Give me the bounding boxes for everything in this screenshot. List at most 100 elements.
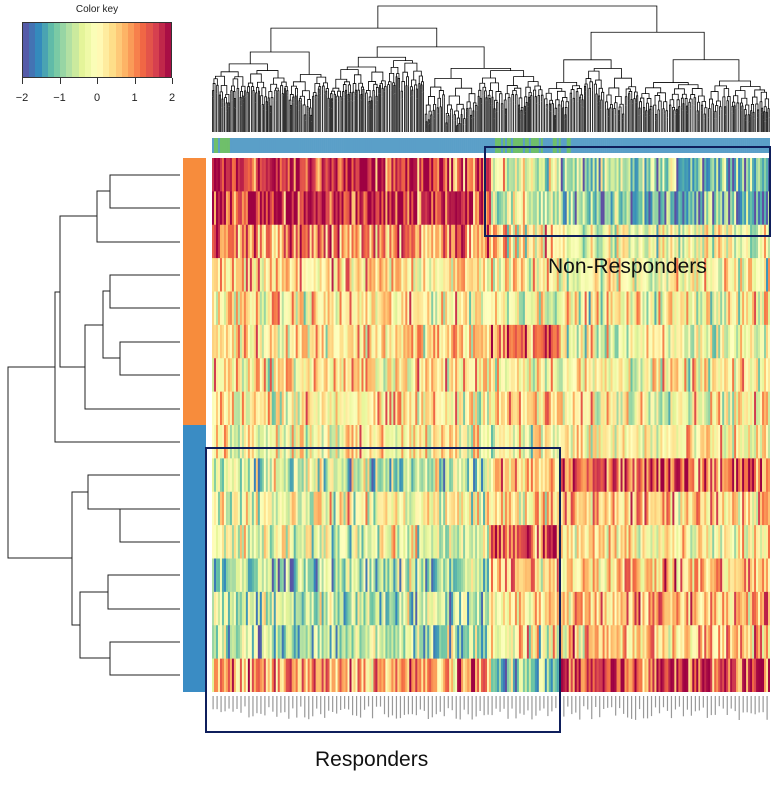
heatmap-cell xyxy=(275,391,279,426)
heatmap-cell xyxy=(508,291,512,326)
heatmap-cell xyxy=(397,425,400,459)
heatmap-cell xyxy=(652,191,655,226)
dendrogram-branch xyxy=(671,93,679,100)
heatmap-cell xyxy=(602,391,605,426)
heatmap-cell xyxy=(652,558,655,593)
heatmap-cell xyxy=(588,291,591,326)
heatmap-cell xyxy=(534,425,538,459)
dendrogram-branch xyxy=(273,77,285,85)
dendrogram-branch xyxy=(346,66,377,73)
heatmap-cell xyxy=(363,425,366,459)
heatmap-cell xyxy=(546,425,550,459)
heatmap-cell xyxy=(756,258,759,292)
heatmap-cell xyxy=(401,391,404,426)
heatmap-cell xyxy=(498,224,502,259)
heatmap-cell xyxy=(730,391,733,426)
heatmap-cell xyxy=(720,491,723,526)
heatmap-cell xyxy=(720,224,723,259)
heatmap-cell xyxy=(522,324,526,359)
heatmap-cell xyxy=(644,158,647,192)
column-side-color-cell xyxy=(736,138,739,153)
heatmap-cell xyxy=(419,324,422,359)
heatmap-cell xyxy=(281,258,285,292)
dendrogram-branch xyxy=(540,94,544,102)
heatmap-cell xyxy=(387,391,390,426)
heatmap-cell xyxy=(351,224,354,259)
heatmap-cell xyxy=(471,391,474,426)
heatmap-cell xyxy=(293,358,296,392)
heatmap-cell xyxy=(363,258,366,292)
dendrogram-branch xyxy=(700,104,704,114)
heatmap-cell xyxy=(686,558,689,593)
heatmap-cell xyxy=(492,525,496,559)
column-side-color-cell xyxy=(712,138,715,153)
heatmap-cell xyxy=(267,591,271,626)
heatmap-cell xyxy=(435,258,438,292)
column-side-color-cell xyxy=(247,138,251,153)
heatmap-cell xyxy=(632,291,635,326)
heatmap-cell xyxy=(748,558,751,593)
color-key-swatch xyxy=(109,23,116,77)
heatmap-cell xyxy=(660,358,663,392)
heatmap-cell xyxy=(291,558,294,593)
heatmap-cell xyxy=(508,591,512,626)
heatmap-cell xyxy=(391,224,394,259)
heatmap-cell xyxy=(371,358,374,392)
heatmap-cell xyxy=(441,291,444,326)
heatmap-cell xyxy=(295,324,298,359)
heatmap-cell xyxy=(309,324,312,359)
heatmap-cell xyxy=(273,158,277,192)
heatmap-cell xyxy=(369,358,372,392)
heatmap-cell xyxy=(413,591,416,626)
heatmap-cell xyxy=(353,324,356,359)
heatmap-cell xyxy=(247,491,251,526)
column-side-color-cell xyxy=(375,138,378,153)
color-key-swatch xyxy=(72,23,79,77)
heatmap-cell xyxy=(441,525,444,559)
color-key-tick-mark xyxy=(134,78,136,84)
heatmap-cell xyxy=(357,591,360,626)
heatmap-cell xyxy=(227,324,231,359)
column-side-color-cell xyxy=(265,138,269,153)
heatmap-cell xyxy=(419,491,422,526)
heatmap-cell xyxy=(481,491,484,526)
heatmap-cell xyxy=(363,291,366,326)
dendrogram-branch xyxy=(270,97,274,107)
heatmap-cell xyxy=(650,491,653,526)
heatmap-cell xyxy=(411,191,414,226)
heatmap-cell xyxy=(554,591,558,626)
heatmap-cell xyxy=(624,558,627,593)
heatmap-cell xyxy=(277,324,281,359)
heatmap-cell xyxy=(425,291,428,326)
heatmap-cell xyxy=(556,591,560,626)
heatmap-cell xyxy=(642,291,645,326)
heatmap-cell xyxy=(327,391,330,426)
heatmap-cell xyxy=(692,158,695,192)
dendrogram-branch xyxy=(240,90,244,98)
heatmap-cell xyxy=(311,491,314,526)
heatmap-cell xyxy=(680,158,683,192)
heatmap-cell xyxy=(465,525,468,559)
heatmap-cell xyxy=(219,358,223,392)
heatmap-cell xyxy=(379,324,382,359)
heatmap-cell xyxy=(365,558,368,593)
heatmap-cell xyxy=(622,324,625,359)
heatmap-cell xyxy=(544,191,548,226)
heatmap-cell xyxy=(465,324,468,359)
heatmap-cell xyxy=(672,458,675,493)
heatmap-cell xyxy=(666,558,669,593)
heatmap-cell xyxy=(684,158,687,192)
heatmap-cell xyxy=(710,491,713,526)
heatmap-cell xyxy=(427,591,430,626)
heatmap-cell xyxy=(544,591,548,626)
heatmap-cell xyxy=(520,324,524,359)
heatmap-cell xyxy=(582,258,585,292)
heatmap-cell xyxy=(237,558,241,593)
heatmap-cell xyxy=(626,358,629,392)
heatmap-cell xyxy=(315,591,318,626)
heatmap-cell xyxy=(712,458,715,493)
heatmap-cell xyxy=(624,224,627,259)
heatmap-cell xyxy=(265,425,269,459)
heatmap-cell xyxy=(574,291,577,326)
dendrogram-branch xyxy=(257,90,260,95)
